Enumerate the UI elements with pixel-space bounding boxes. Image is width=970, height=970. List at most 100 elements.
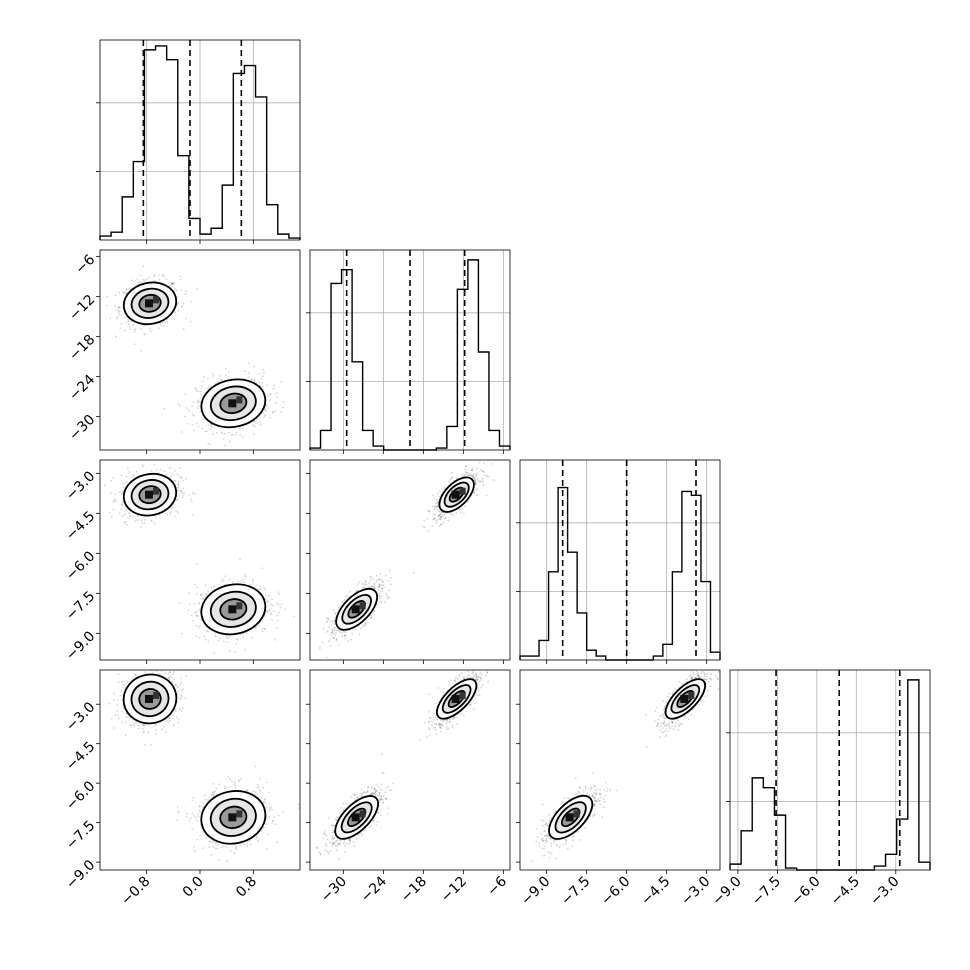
sample-point — [176, 486, 179, 489]
density-peak — [236, 602, 243, 610]
sample-point — [239, 427, 241, 430]
sample-point — [367, 586, 370, 589]
sample-point — [198, 602, 201, 605]
sample-point — [245, 632, 248, 634]
sample-point — [176, 498, 178, 501]
sample-point — [364, 586, 367, 589]
sample-point — [343, 634, 346, 637]
sample-point — [334, 634, 337, 637]
sample-point — [432, 494, 435, 497]
sample-point — [191, 423, 194, 426]
sample-point — [333, 627, 336, 629]
sample-point — [272, 387, 275, 390]
sample-point — [490, 462, 493, 465]
sample-point — [133, 328, 136, 331]
sample-point — [383, 601, 386, 603]
sample-point — [168, 717, 171, 719]
sample-point — [432, 517, 435, 520]
sample-point — [180, 491, 183, 493]
sample-point — [130, 724, 133, 727]
sample-point — [227, 775, 229, 778]
sample-point — [142, 727, 144, 730]
sample-point — [220, 431, 223, 434]
sample-point — [269, 613, 272, 615]
sample-point — [153, 273, 156, 276]
sample-point — [471, 469, 473, 472]
sample-point — [179, 278, 182, 281]
sample-point — [159, 673, 162, 676]
sample-point — [434, 509, 437, 512]
contour-line — [219, 392, 248, 415]
sample-point — [363, 583, 366, 586]
sample-point — [244, 370, 246, 373]
sample-point — [483, 457, 485, 459]
sample-point — [215, 432, 218, 434]
sample-point — [464, 473, 467, 476]
sample-point — [213, 585, 216, 588]
sample-point — [334, 613, 337, 615]
sample-point — [282, 401, 285, 403]
sample-point — [384, 574, 387, 577]
sample-point — [170, 475, 173, 478]
sample-point — [197, 608, 200, 611]
sample-point — [182, 487, 185, 490]
sample-point — [477, 480, 480, 482]
sample-point — [261, 567, 264, 570]
sample-point — [333, 632, 335, 635]
sample-point — [332, 609, 335, 611]
sample-point — [180, 689, 183, 692]
sample-point — [373, 609, 376, 612]
sample-point — [351, 632, 353, 635]
sample-point — [476, 494, 478, 496]
sample-point — [222, 437, 225, 440]
sample-point — [171, 282, 173, 285]
sample-point — [388, 569, 391, 572]
sample-point — [436, 505, 439, 508]
sample-point — [179, 677, 182, 680]
sample-point — [273, 384, 276, 387]
sample-point — [249, 843, 252, 846]
sample-point — [373, 582, 376, 585]
sample-point — [199, 619, 202, 621]
sample-point — [256, 418, 259, 420]
sample-point — [335, 638, 338, 641]
sample-point — [350, 638, 353, 641]
sample-point — [254, 626, 257, 629]
sample-point — [474, 481, 477, 484]
sample-point — [373, 586, 376, 588]
sample-point — [195, 388, 198, 391]
sample-point — [119, 306, 122, 309]
sample-point — [462, 512, 465, 515]
sample-point — [440, 516, 443, 519]
sample-point — [434, 504, 437, 507]
sample-point — [175, 683, 177, 686]
sample-point — [210, 426, 213, 429]
sample-point — [218, 637, 221, 640]
sample-point — [139, 281, 142, 284]
sample-point — [180, 694, 182, 696]
sample-point — [435, 505, 437, 508]
sample-point — [327, 617, 330, 620]
sample-point — [237, 580, 239, 583]
contour-line — [130, 287, 170, 319]
sample-point — [235, 433, 237, 436]
sample-point — [171, 283, 174, 286]
sample-point — [150, 519, 152, 522]
sample-point — [180, 476, 183, 479]
sample-point — [166, 320, 169, 323]
sample-point — [242, 636, 245, 639]
sample-point — [112, 476, 115, 479]
sample-point — [440, 523, 443, 526]
sample-point — [197, 627, 200, 630]
sample-point — [188, 410, 191, 413]
sample-point — [325, 617, 328, 620]
sample-point — [341, 635, 343, 638]
sample-point — [260, 377, 263, 380]
sample-point — [485, 475, 488, 478]
contour-line — [200, 583, 267, 636]
sample-point — [153, 279, 155, 282]
sample-point — [122, 486, 125, 489]
sample-point — [161, 274, 164, 277]
sample-point — [174, 479, 177, 482]
sample-point — [132, 677, 134, 680]
